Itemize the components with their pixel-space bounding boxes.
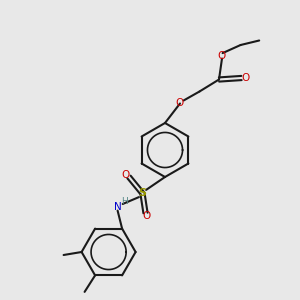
Text: O: O xyxy=(218,51,226,61)
Text: O: O xyxy=(122,169,130,180)
Text: O: O xyxy=(176,98,184,109)
Text: N: N xyxy=(114,202,122,212)
Text: O: O xyxy=(143,211,151,221)
Text: S: S xyxy=(139,188,146,199)
Text: O: O xyxy=(241,73,249,83)
Text: H: H xyxy=(121,197,128,206)
